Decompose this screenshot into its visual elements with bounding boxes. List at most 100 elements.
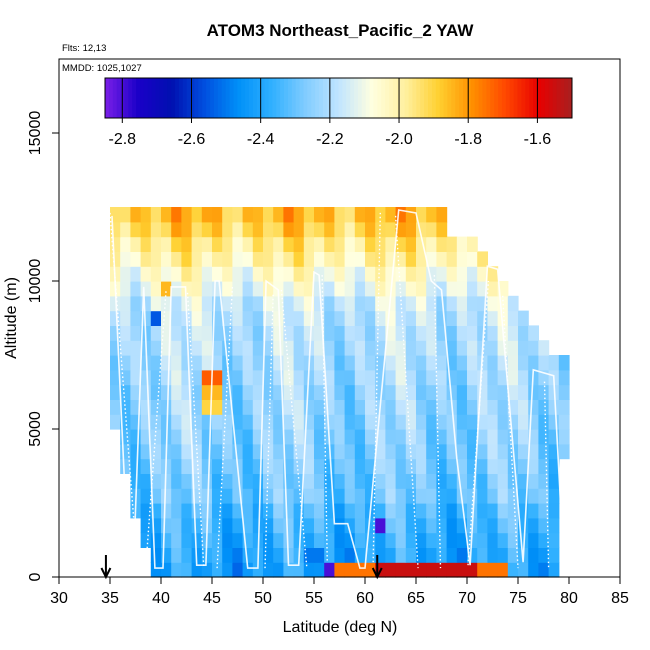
curtain-cell <box>385 310 397 326</box>
curtain-cell <box>181 236 193 252</box>
curtain-cell <box>140 429 152 445</box>
colorbar-swatch <box>361 78 367 118</box>
curtain-cell <box>324 399 335 415</box>
curtain-cell <box>385 517 397 534</box>
curtain-cell <box>477 517 488 534</box>
curtain-cell <box>497 429 509 445</box>
curtain-cell <box>130 281 142 297</box>
colorbar-swatch <box>428 78 433 118</box>
curtain-cell <box>334 384 346 400</box>
flights-label: Flts: 12,13 <box>62 43 106 54</box>
curtain-cell <box>548 488 560 504</box>
curtain-cell <box>171 355 182 371</box>
curtain-cell <box>375 281 386 297</box>
curtain-cell <box>293 458 305 474</box>
curtain-cell <box>120 251 131 267</box>
curtain-cell <box>385 458 397 474</box>
curtain-cell <box>252 251 264 267</box>
curtain-cell <box>507 414 519 430</box>
curtain-cell <box>201 221 213 238</box>
curtain-cell <box>365 517 376 534</box>
curtain-cell <box>385 532 397 548</box>
curtain-cell <box>446 547 458 563</box>
curtain-cell <box>344 399 356 415</box>
curtain-cell <box>161 325 172 341</box>
colorbar-swatch <box>443 78 448 118</box>
curtain-cell <box>191 517 203 534</box>
curtain-cell <box>252 325 264 341</box>
curtain-cell <box>395 251 407 267</box>
curtain-cell <box>242 562 254 578</box>
curtain-cell <box>416 207 427 223</box>
colorbar-swatch <box>147 78 153 118</box>
curtain-cell <box>385 399 397 415</box>
curtain-cell <box>314 473 325 489</box>
curtain-cell <box>354 414 366 430</box>
colorbar-swatch <box>334 78 339 118</box>
curtain-cell <box>426 355 437 371</box>
colorbar-swatch <box>299 78 304 118</box>
colorbar-tick-label: -1.8 <box>454 131 482 148</box>
curtain-cell <box>344 236 356 252</box>
curtain-cell <box>303 414 315 430</box>
mmdd-label: MMDD: 1025,1027 <box>62 63 142 74</box>
colorbar-swatch <box>455 78 460 118</box>
curtain-cell <box>487 547 499 563</box>
curtain-cell <box>344 340 356 356</box>
curtain-cell <box>334 207 346 223</box>
colorbar-swatch <box>163 78 168 118</box>
curtain-cell <box>334 429 346 445</box>
curtain-cell <box>416 310 427 326</box>
curtain-cell <box>528 325 539 341</box>
curtain-cell <box>273 503 284 519</box>
curtain-cell <box>456 295 468 312</box>
curtain-cell <box>518 369 529 386</box>
curtain-cell <box>273 429 284 445</box>
colorbar-swatch <box>338 78 343 118</box>
curtain-cell <box>212 310 223 326</box>
curtain-cell <box>130 340 142 356</box>
profile-line <box>280 289 308 569</box>
curtain-cell <box>538 562 550 578</box>
profile-line <box>502 295 519 569</box>
curtain-cell <box>191 295 203 312</box>
curtain-cell <box>405 369 417 386</box>
colorbar-swatch <box>400 78 406 118</box>
curtain-cell <box>395 399 407 415</box>
colorbar-swatch <box>132 78 137 118</box>
curtain-cell <box>324 369 335 386</box>
curtain-cell <box>375 517 386 534</box>
curtain-cell <box>446 562 458 578</box>
curtain-cell <box>181 266 193 282</box>
curtain-cell <box>232 399 244 415</box>
curtain-cell <box>324 547 335 563</box>
curtain-cell <box>161 281 172 297</box>
curtain-cell <box>416 532 427 548</box>
curtain-cell <box>314 429 325 445</box>
curtain-cell <box>518 458 529 474</box>
curtain-cell <box>385 207 397 223</box>
curtain-cell <box>283 517 295 534</box>
curtain-cell <box>354 281 366 297</box>
colorbar-swatch <box>424 78 429 118</box>
curtain-cell <box>273 384 284 400</box>
curtain-cell <box>303 236 315 252</box>
curtain-cell <box>334 369 346 386</box>
curtain-cell <box>110 355 121 371</box>
curtain-cell <box>518 384 529 400</box>
colorbar-swatch <box>155 78 160 118</box>
curtain-cell <box>334 340 346 356</box>
curtain-cell <box>436 429 448 445</box>
y-tick-label: 15000 <box>27 111 44 156</box>
colorbar-swatch <box>509 78 515 118</box>
curtain-cell <box>242 325 254 341</box>
curtain-cell <box>365 221 376 238</box>
curtain-cell <box>395 310 407 326</box>
curtain-cell <box>477 532 488 548</box>
curtain-cell <box>354 221 366 238</box>
curtain-cell <box>497 310 509 326</box>
curtain-cell <box>242 236 254 252</box>
curtain-cell <box>344 325 356 341</box>
curtain-cell <box>191 458 203 474</box>
